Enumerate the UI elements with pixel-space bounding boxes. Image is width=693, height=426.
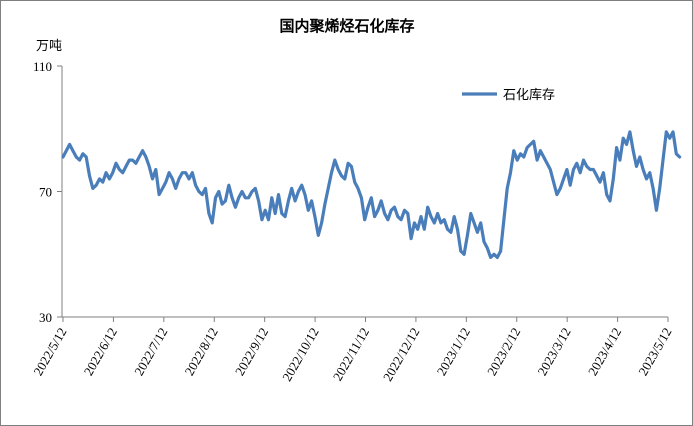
x-tick-label: 2022/9/12	[232, 325, 271, 378]
x-tick-label: 2022/7/12	[131, 325, 170, 378]
x-ticks: 2022/5/12 2022/6/12 2022/7/12 2022/8/12 2022…	[30, 317, 675, 384]
y-ticks: 30 70 110	[33, 59, 62, 325]
y-tick-label: 30	[39, 310, 52, 325]
series-line	[61, 130, 682, 259]
y-tick-label: 70	[39, 185, 52, 200]
axes	[61, 66, 668, 318]
y-axis-unit: 万吨	[36, 39, 62, 54]
x-tick-label: 2022/12/12	[380, 325, 423, 384]
y-tick-label: 110	[33, 59, 52, 74]
x-tick-label: 2023/4/12	[585, 325, 624, 378]
x-tick-label: 2022/6/12	[81, 325, 120, 378]
x-tick-label: 2022/10/12	[279, 325, 322, 384]
x-tick-label: 2023/5/12	[635, 325, 674, 378]
x-tick-label: 2022/11/12	[330, 325, 372, 383]
x-tick-label: 2023/1/12	[434, 325, 473, 378]
x-tick-label: 2022/8/12	[181, 325, 220, 378]
legend: 石化库存	[462, 87, 555, 103]
legend-label: 石化库存	[503, 87, 555, 103]
x-tick-label: 2023/2/12	[484, 325, 523, 378]
chart-title: 国内聚烯烃石化库存	[279, 17, 414, 35]
x-tick-label: 2023/3/12	[534, 325, 573, 378]
x-tick-label: 2022/5/12	[30, 325, 69, 378]
